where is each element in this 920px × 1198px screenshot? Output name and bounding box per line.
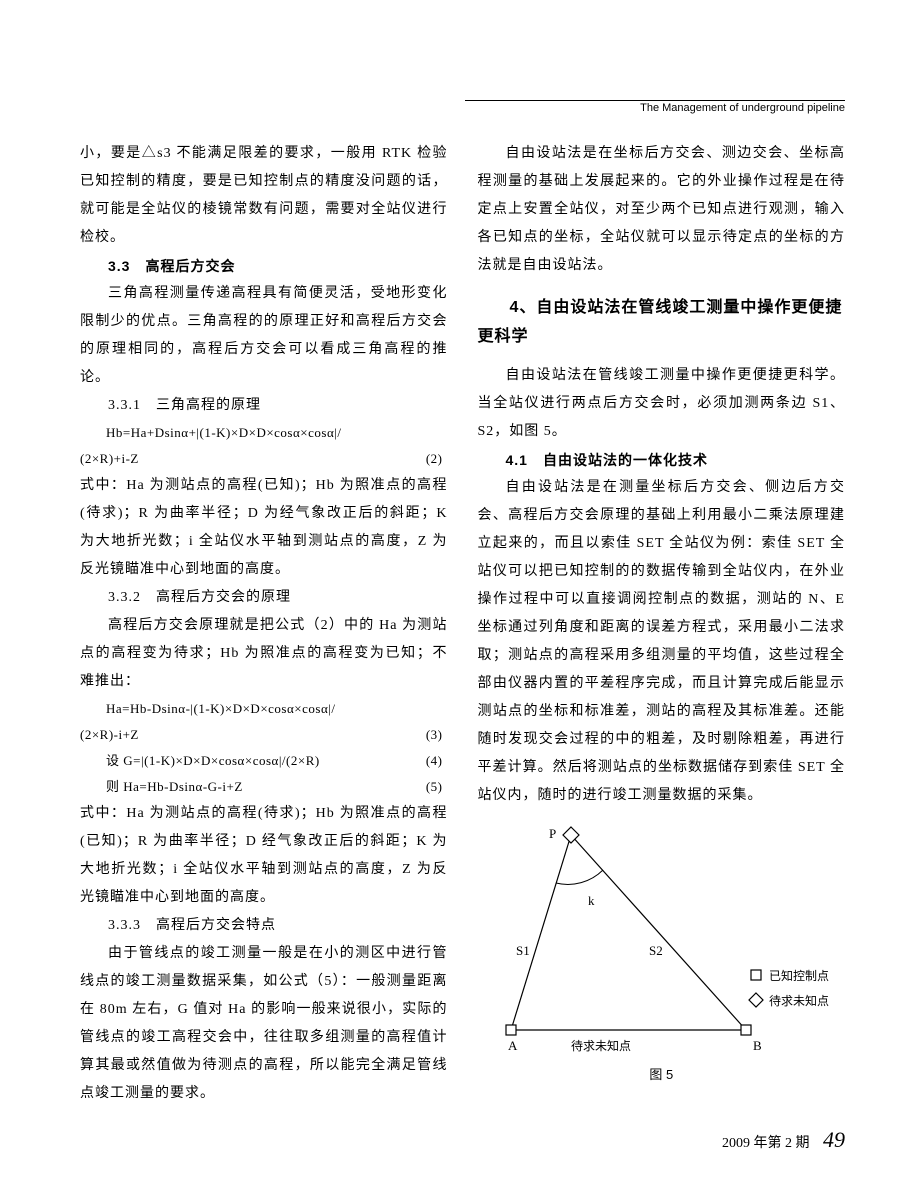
legend-unknown: 待求未知点 — [769, 994, 829, 1008]
equation-number: (5) — [400, 774, 448, 800]
subsection-heading: 3.3.2 高程后方交会的原理 — [80, 584, 448, 612]
left-column: 小，要是△s3 不能满足限差的要求，一般用 RTK 检验已知控制的精度，要是已知… — [80, 140, 448, 1108]
formula-expr: (2×R)+i-Z — [80, 446, 139, 472]
right-column: 自由设站法是在坐标后方交会、测边交会、坐标高程测量的基础上发展起来的。它的外业操… — [478, 140, 846, 1108]
header-title: The Management of underground pipeline — [640, 102, 845, 114]
formula-line: (2×R)-i+Z (3) — [80, 722, 448, 748]
paragraph: 由于管线点的竣工测量一般是在小的测区中进行管线点的竣工测量数据采集，如公式（5）… — [80, 940, 448, 1108]
section-heading: 3.3 高程后方交会 — [80, 252, 448, 280]
formula-expr: 则 Ha=Hb-Dsinα-G-i+Z — [80, 774, 243, 800]
paragraph: 小，要是△s3 不能满足限差的要求，一般用 RTK 检验已知控制的精度，要是已知… — [80, 140, 448, 252]
equation-number: (3) — [426, 722, 448, 748]
figure-caption: 图 5 — [478, 1064, 846, 1083]
header-decor-line — [465, 100, 845, 101]
label-b: B — [753, 1038, 762, 1053]
formula-line: Hb=Ha+Dsinα+|(1-K)×D×D×cosα×cosα|/ — [80, 420, 448, 446]
page-content: 小，要是△s3 不能满足限差的要求，一般用 RTK 检验已知控制的精度，要是已知… — [80, 140, 845, 1108]
page-footer: 2009 年第 2 期 49 — [722, 1127, 845, 1153]
triangle-diagram: P k S1 S2 A B 待求未知点 已知控制点 待求未知点 — [481, 820, 841, 1060]
formula-line: (2×R)+i-Z (2) — [80, 446, 448, 472]
formula-expr: (2×R)-i+Z — [80, 722, 139, 748]
label-k: k — [588, 893, 595, 908]
formula-line: Ha=Hb-Dsinα-|(1-K)×D×D×cosα×cosα|/ — [80, 696, 448, 722]
equation-number: (4) — [400, 748, 448, 774]
paragraph: 三角高程测量传递高程具有简便灵活，受地形变化限制少的优点。三角高程的的原理正好和… — [80, 280, 448, 392]
paragraph: 式中：Ha 为测站点的高程(待求)；Hb 为照准点的高程(已知)；R 为曲率半径… — [80, 800, 448, 912]
formula-expr: Ha=Hb-Dsinα-|(1-K)×D×D×cosα×cosα|/ — [80, 696, 335, 722]
label-s2: S2 — [649, 943, 663, 958]
label-s1: S1 — [516, 943, 530, 958]
figure-5: P k S1 S2 A B 待求未知点 已知控制点 待求未知点 图 5 — [478, 820, 846, 1083]
legend-known: 已知控制点 — [769, 969, 829, 983]
label-a: A — [508, 1038, 518, 1053]
subsection-heading: 3.3.1 三角高程的原理 — [80, 392, 448, 420]
paragraph: 式中：Ha 为测站点的高程(已知)；Hb 为照准点的高程(待求)；R 为曲率半径… — [80, 472, 448, 584]
equation-number: (2) — [426, 446, 448, 472]
formula-expr: 设 G=|(1-K)×D×D×cosα×cosα|/(2×R) — [80, 748, 320, 774]
label-p: P — [549, 826, 556, 841]
section-heading: 4、自由设站法在管线竣工测量中操作更便捷更科学 — [478, 294, 846, 352]
paragraph: 自由设站法是在坐标后方交会、测边交会、坐标高程测量的基础上发展起来的。它的外业操… — [478, 140, 846, 280]
issue-label: 2009 年第 2 期 — [722, 1136, 810, 1151]
subsection-heading: 3.3.3 高程后方交会特点 — [80, 912, 448, 940]
formula-line: 则 Ha=Hb-Dsinα-G-i+Z (5) — [80, 774, 448, 800]
paragraph: 高程后方交会原理就是把公式（2）中的 Ha 为测站点的高程变为待求；Hb 为照准… — [80, 612, 448, 696]
formula-expr: Hb=Ha+Dsinα+|(1-K)×D×D×cosα×cosα|/ — [80, 420, 342, 446]
subsection-heading: 4.1 自由设站法的一体化技术 — [478, 446, 846, 474]
page-number: 49 — [823, 1127, 845, 1152]
formula-line: 设 G=|(1-K)×D×D×cosα×cosα|/(2×R) (4) — [80, 748, 448, 774]
paragraph: 自由设站法在管线竣工测量中操作更便捷更科学。当全站仪进行两点后方交会时，必须加测… — [478, 362, 846, 446]
label-bottom: 待求未知点 — [571, 1039, 631, 1053]
paragraph: 自由设站法是在测量坐标后方交会、侧边后方交会、高程后方交会原理的基础上利用最小二… — [478, 474, 846, 810]
